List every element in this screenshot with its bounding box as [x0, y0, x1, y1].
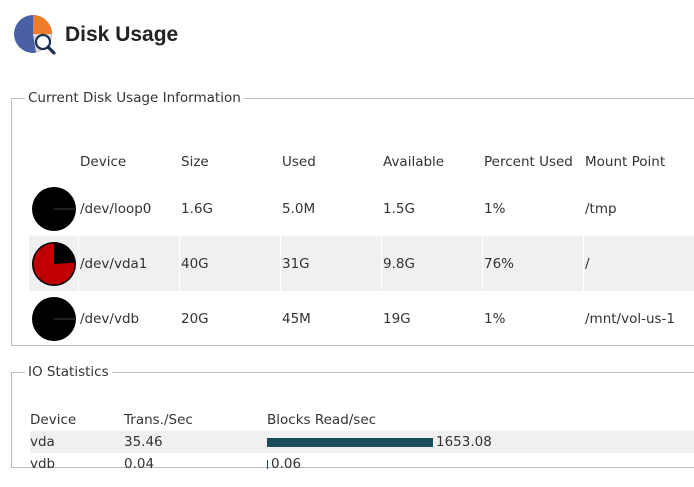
io-header-row: Device Trans./Sec Blocks Read/sec	[30, 409, 694, 431]
column-header-blocks-read: Blocks Read/sec	[267, 412, 377, 428]
mount-point-cell: /	[584, 236, 694, 291]
blocks-read-bar	[267, 459, 268, 469]
device-cell: /dev/vda1	[79, 236, 180, 291]
io-row: vdb 0.04 0.06	[30, 453, 694, 475]
device-cell: /dev/vdb	[80, 310, 140, 327]
disk-usage-legend: Current Disk Usage Information	[28, 90, 241, 106]
disk-usage-logo-icon	[14, 15, 56, 55]
disk-usage-panel: Current Disk Usage Information Device Si…	[11, 90, 694, 346]
column-header-size: Size	[181, 154, 209, 170]
used-cell: 45M	[282, 310, 311, 327]
usage-pie-chart	[32, 186, 76, 231]
usage-pie-chart	[32, 296, 76, 341]
column-header-percent-used: Percent Used	[484, 154, 573, 170]
percent-used-cell: 1%	[484, 310, 506, 327]
used-cell: 31G	[281, 236, 382, 291]
table-row: /dev/vda1 40G 31G 9.8G 76% /	[29, 236, 694, 291]
available-cell: 1.5G	[383, 200, 415, 217]
blocks-read-value: 0.06	[271, 456, 302, 472]
io-device-cell: vdb	[30, 456, 56, 472]
column-header-device: Device	[80, 154, 127, 170]
usage-pie-cell	[29, 181, 79, 236]
usage-pie-chart	[31, 241, 76, 286]
usage-pie-cell	[29, 236, 79, 291]
io-blocks-cell: 0.06	[267, 456, 694, 472]
size-cell: 40G	[180, 236, 281, 291]
io-row: vda 35.46 1653.08	[30, 431, 694, 453]
io-statistics-table: Device Trans./Sec Blocks Read/sec vda 35…	[30, 409, 694, 475]
page-title: Disk Usage	[65, 23, 179, 46]
blocks-read-value: 1653.08	[436, 434, 492, 450]
pie-free-slice	[53, 243, 74, 264]
io-trans-cell: 0.04	[124, 456, 155, 472]
column-header-device: Device	[30, 412, 77, 428]
percent-used-cell: 76%	[483, 236, 584, 291]
column-header-available: Available	[383, 154, 445, 170]
size-cell: 1.6G	[181, 200, 213, 217]
column-header-used: Used	[282, 154, 316, 170]
table-row: /dev/vdb 20G 45M 19G 1% /mnt/vol-us-1	[29, 291, 694, 346]
mount-point-cell: /mnt/vol-us-1	[585, 310, 676, 327]
io-statistics-legend: IO Statistics	[28, 364, 109, 380]
column-header-trans-per-sec: Trans./Sec	[124, 412, 193, 428]
table-row: /dev/loop0 1.6G 5.0M 1.5G 1% /tmp	[29, 181, 694, 236]
column-header-mount-point: Mount Point	[585, 154, 666, 170]
available-cell: 19G	[383, 310, 411, 327]
percent-used-cell: 1%	[484, 200, 506, 217]
size-cell: 20G	[181, 310, 209, 327]
io-trans-cell: 35.46	[124, 434, 163, 450]
available-cell: 9.8G	[382, 236, 483, 291]
table-header-row: Device Size Used Available Percent Used …	[29, 143, 694, 181]
page-header: Disk Usage	[12, 12, 178, 58]
device-cell: /dev/loop0	[80, 200, 152, 217]
usage-pie-cell	[29, 291, 79, 346]
io-device-cell: vda	[30, 434, 55, 450]
io-blocks-cell: 1653.08	[267, 434, 694, 450]
disk-usage-table: Device Size Used Available Percent Used …	[29, 143, 694, 346]
blocks-read-bar	[267, 437, 433, 447]
used-cell: 5.0M	[282, 200, 316, 217]
mount-point-cell: /tmp	[585, 200, 617, 217]
io-statistics-panel: IO Statistics Device Trans./Sec Blocks R…	[11, 364, 694, 472]
pie-column-header	[29, 143, 79, 181]
